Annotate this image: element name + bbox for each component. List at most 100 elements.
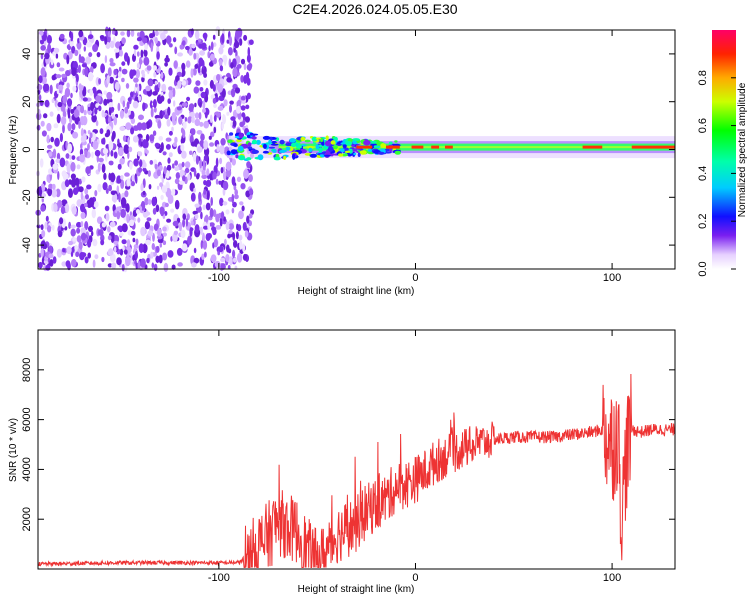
noise-speckle (164, 202, 169, 208)
band-blob (226, 150, 231, 156)
noise-speckle (51, 74, 56, 81)
noise-speckle (206, 168, 210, 176)
noise-speckle (94, 149, 101, 157)
noise-speckle (126, 101, 130, 110)
noise-speckle (92, 238, 98, 247)
noise-speckle (152, 65, 157, 71)
band-blob (339, 148, 345, 153)
noise-speckle (119, 232, 124, 237)
noise-speckle (85, 194, 89, 200)
noise-speckle (152, 99, 157, 108)
noise-speckle (194, 203, 200, 208)
noise-speckle (130, 117, 136, 124)
noise-speckle (138, 137, 142, 146)
spectrogram-panel: -100 0 100 -40 -20 0 20 40 Height of straight … (8, 26, 676, 297)
noise-speckle (217, 250, 221, 256)
noise-speckle (61, 170, 67, 177)
noise-speckle (146, 217, 152, 222)
noise-speckle (194, 112, 200, 119)
noise-speckle (239, 240, 243, 250)
noise-speckle (145, 149, 149, 154)
noise-speckle (91, 114, 97, 123)
noise-speckle (62, 248, 66, 253)
spectrogram-y-label: Frequency (Hz) (8, 116, 19, 185)
x-tick-label: 0 (412, 572, 418, 584)
noise-speckle (229, 100, 234, 105)
noise-speckle (243, 34, 248, 41)
noise-speckle (239, 201, 244, 206)
noise-speckle (233, 47, 236, 53)
noise-speckle (164, 57, 170, 63)
noise-speckle (41, 230, 46, 238)
noise-speckle (231, 207, 235, 214)
noise-speckle (136, 51, 140, 57)
noise-speckle (202, 108, 206, 113)
noise-speckle (220, 211, 225, 220)
noise-speckle (142, 167, 147, 172)
noise-speckle (41, 130, 47, 137)
noise-speckle (164, 114, 169, 120)
noise-speckle (167, 250, 174, 258)
noise-speckle (58, 84, 64, 91)
noise-speckle (192, 151, 197, 162)
noise-speckle (225, 221, 230, 231)
noise-speckle (161, 185, 168, 194)
noise-speckle (173, 60, 178, 69)
noise-speckle (244, 116, 250, 123)
noise-speckle (59, 132, 64, 143)
noise-speckle (129, 161, 133, 170)
noise-speckle (149, 160, 154, 165)
noise-speckle (152, 130, 157, 136)
noise-speckle (240, 95, 246, 101)
noise-speckle (52, 163, 59, 170)
noise-speckle (150, 100, 153, 109)
noise-speckle (154, 37, 158, 44)
noise-speckle (84, 188, 89, 195)
noise-speckle (98, 78, 102, 85)
noise-speckle (155, 204, 160, 213)
noise-speckle (158, 254, 163, 264)
noise-speckle (109, 76, 114, 84)
noise-speckle (181, 243, 188, 252)
band-blob (321, 141, 325, 146)
noise-speckle (70, 224, 76, 229)
noise-speckle (227, 47, 233, 56)
band-blob (289, 138, 296, 143)
noise-speckle (36, 186, 42, 196)
noise-speckle (216, 74, 221, 81)
noise-speckle (95, 95, 101, 103)
noise-speckle (157, 120, 162, 129)
noise-speckle (196, 130, 203, 135)
noise-speckle (40, 67, 46, 77)
noise-speckle (108, 160, 114, 166)
noise-speckle (216, 111, 221, 118)
noise-speckle (191, 262, 197, 268)
band-blob (315, 137, 322, 140)
noise-speckle (136, 37, 142, 42)
band-blob (237, 155, 246, 161)
noise-speckle (43, 243, 48, 250)
noise-speckle (175, 172, 181, 180)
noise-speckle (107, 263, 113, 268)
noise-speckle (69, 40, 74, 47)
noise-speckle (71, 259, 77, 267)
band-blob (247, 146, 253, 150)
noise-speckle (244, 230, 249, 238)
noise-speckle (164, 211, 168, 216)
noise-speckle (202, 240, 208, 250)
noise-speckle (219, 197, 224, 207)
noise-speckle (197, 65, 201, 74)
noise-speckle (246, 54, 251, 63)
noise-speckle (168, 90, 173, 100)
noise-speckle (36, 124, 41, 131)
noise-speckle (67, 107, 71, 116)
noise-speckle (210, 41, 214, 51)
noise-speckle (243, 169, 249, 179)
noise-speckle (135, 175, 138, 184)
noise-speckle (144, 221, 150, 230)
noise-speckle (226, 244, 230, 253)
noise-speckle (128, 109, 131, 116)
noise-speckle (107, 67, 112, 77)
band-blob (292, 153, 296, 160)
noise-speckle (61, 261, 67, 267)
